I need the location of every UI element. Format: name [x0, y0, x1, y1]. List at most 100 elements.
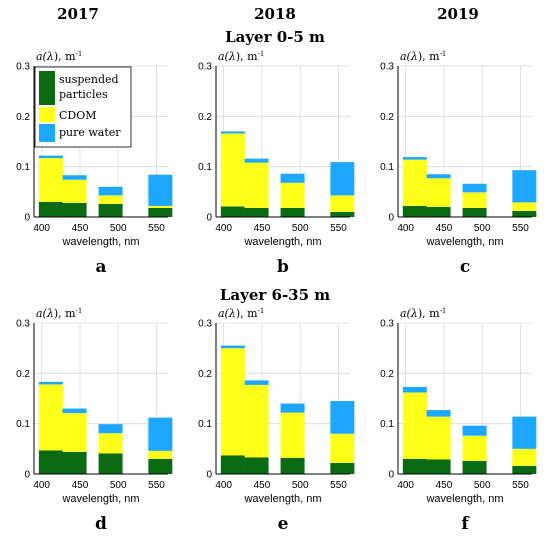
y-tick-label: 0	[388, 470, 394, 481]
bar-cdom	[402, 392, 427, 459]
x-axis-label: wavelength, nm	[425, 493, 503, 505]
y-tick-label: 0.3	[198, 319, 212, 330]
y-tick-label: 0.2	[198, 369, 212, 380]
bar-cdom	[148, 205, 173, 208]
bar-water	[38, 381, 63, 385]
x-tick-label: 550	[512, 223, 529, 234]
bar-suspended	[462, 207, 487, 217]
y-tick-label: 0.1	[198, 162, 212, 173]
y-axis-label: a(λ), m-1	[36, 50, 82, 63]
bar-suspended	[148, 458, 173, 474]
chart-panel-c: 0 0.1 0.2 0.3 400 450 500 550 wavelength, nm a(λ)…	[380, 50, 537, 277]
layer-title: Layer 6-35 m	[220, 286, 330, 304]
panel-letter: a	[95, 257, 106, 277]
y-tick-label: 0	[206, 213, 212, 224]
y-tick-label: 0.2	[198, 112, 212, 123]
bar-suspended	[330, 211, 355, 217]
y-tick-label: 0.2	[16, 112, 30, 123]
bar-cdom	[38, 158, 63, 202]
y-tick-label: 0.2	[380, 112, 394, 123]
bar-suspended	[62, 202, 87, 217]
y-tick-label: 0.3	[16, 62, 30, 73]
x-tick-label: 450	[72, 480, 89, 491]
bar-cdom	[98, 195, 123, 204]
bar-suspended	[244, 457, 269, 474]
x-tick-label: 400	[215, 480, 232, 491]
chart-panel-a: 0 0.1 0.2 0.3 400 450 500 550 wavelength, nm a(λ)…	[16, 50, 173, 277]
bar-water	[426, 174, 451, 179]
bar-suspended	[512, 210, 537, 217]
x-tick-label: 400	[33, 223, 50, 234]
bar-water	[330, 401, 355, 434]
bar-water	[148, 174, 173, 206]
x-tick-label: 550	[148, 480, 165, 491]
bar-water	[402, 386, 427, 393]
x-axis-label: wavelength, nm	[243, 493, 321, 505]
bar-suspended	[38, 201, 63, 217]
y-axis-label: a(λ), m-1	[218, 50, 264, 63]
bar-cdom	[220, 133, 245, 207]
bar-cdom	[220, 348, 245, 456]
panel-letter: b	[277, 257, 289, 277]
panel-letter: e	[278, 514, 289, 534]
x-tick-label: 500	[110, 480, 127, 491]
y-tick-label: 0.3	[380, 319, 394, 330]
bar-suspended	[330, 462, 355, 474]
x-tick-label: 450	[72, 223, 89, 234]
bar-water	[38, 155, 63, 159]
y-tick-label: 0.1	[380, 419, 394, 430]
legend-swatch-cdom	[39, 107, 55, 122]
y-tick-label: 0	[24, 470, 30, 481]
legend-swatch-suspended	[39, 71, 55, 105]
bar-cdom	[244, 162, 269, 208]
y-tick-label: 0.3	[198, 62, 212, 73]
chart-panel-f: 0 0.1 0.2 0.3 400 450 500 550 wavelength, nm a(λ)…	[380, 307, 537, 534]
year-header: 2019	[437, 5, 479, 23]
x-tick-label: 550	[148, 223, 165, 234]
legend-label: suspended	[59, 73, 119, 86]
bar-water	[402, 157, 427, 160]
x-axis-label: wavelength, nm	[425, 236, 503, 248]
legend-label: pure water	[59, 126, 121, 139]
x-tick-label: 500	[292, 480, 309, 491]
bar-suspended	[148, 207, 173, 217]
chart-panels: 0 0.1 0.2 0.3 400 450 500 550 wavelength, nm a(λ)…	[16, 50, 537, 534]
bar-cdom	[280, 182, 305, 208]
x-tick-label: 550	[330, 223, 347, 234]
bar-cdom	[330, 433, 355, 463]
bar-cdom	[512, 202, 537, 211]
x-tick-label: 550	[512, 480, 529, 491]
y-axis-label: a(λ), m-1	[218, 307, 264, 320]
bar-suspended	[98, 203, 123, 217]
x-tick-label: 500	[474, 480, 491, 491]
bar-water	[330, 162, 355, 196]
y-axis-label: a(λ), m-1	[400, 50, 446, 63]
bar-water	[220, 131, 245, 134]
x-axis-label: wavelength, nm	[61, 493, 139, 505]
bar-water	[512, 416, 537, 449]
bar-suspended	[426, 459, 451, 474]
bar-water	[98, 424, 123, 434]
bar-water	[280, 173, 305, 183]
bar-water	[244, 380, 269, 385]
bar-water	[62, 408, 87, 414]
bar-suspended	[402, 205, 427, 217]
bar-suspended	[98, 453, 123, 474]
bar-suspended	[512, 465, 537, 474]
bar-water	[98, 186, 123, 196]
bar-water	[462, 183, 487, 193]
bar-water	[512, 170, 537, 203]
y-tick-label: 0.1	[16, 162, 30, 173]
bar-suspended	[280, 207, 305, 217]
y-tick-label: 0.2	[380, 369, 394, 380]
bar-cdom	[330, 195, 355, 212]
x-tick-label: 450	[254, 223, 271, 234]
x-axis-label: wavelength, nm	[243, 236, 321, 248]
bar-suspended	[402, 458, 427, 474]
x-tick-label: 400	[397, 480, 414, 491]
bar-cdom	[62, 179, 87, 203]
x-tick-label: 500	[110, 223, 127, 234]
bar-cdom	[462, 192, 487, 208]
x-axis-label: wavelength, nm	[61, 236, 139, 248]
